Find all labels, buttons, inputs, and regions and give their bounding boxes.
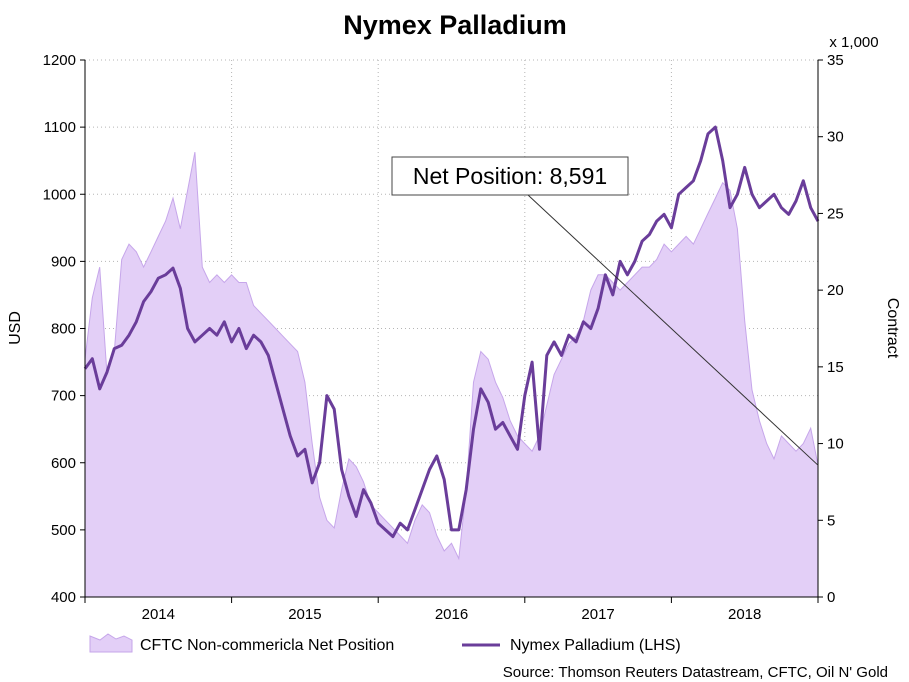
palladium-price-line <box>83 125 820 539</box>
left-axis-label: USD <box>7 311 24 345</box>
legend-label-net-position: CFTC Non-commericla Net Position <box>140 637 394 654</box>
left-tick-label: 700 <box>51 388 76 405</box>
annotation-pointer <box>527 194 819 466</box>
left-axis-ticks: 400 500 600 700 800 900 1000 1100 1200 <box>43 52 85 606</box>
right-axis-unit: x 1,000 <box>829 34 878 51</box>
legend-label-palladium: Nymex Palladium (LHS) <box>510 637 681 654</box>
net-position-area <box>84 152 819 598</box>
left-tick-label: 600 <box>51 455 76 472</box>
palladium-line-layer <box>83 125 820 539</box>
right-tick-label: 35 <box>827 52 844 69</box>
legend: CFTC Non-commericla Net Position Nymex P… <box>89 633 681 654</box>
right-tick-label: 15 <box>827 359 844 376</box>
right-tick-label: 20 <box>827 282 844 299</box>
source-note: Source: Thomson Reuters Datastream, CFTC… <box>503 664 888 681</box>
x-tick-label: 2018 <box>728 606 761 623</box>
right-tick-label: 25 <box>827 205 844 222</box>
x-tick-label: 2017 <box>581 606 614 623</box>
legend-item-net-position: CFTC Non-commericla Net Position <box>89 633 394 654</box>
right-tick-label: 5 <box>827 512 835 529</box>
right-tick-label: 0 <box>827 589 835 606</box>
right-axis-ticks: 0 5 10 15 20 25 30 35 <box>818 52 844 606</box>
x-tick-label: 2015 <box>288 606 321 623</box>
left-tick-label: 800 <box>51 321 76 338</box>
annotation: Net Position: 8,591 <box>391 156 819 466</box>
left-tick-label: 400 <box>51 589 76 606</box>
x-axis-ticks: 2014 2015 2016 2017 2018 <box>84 597 819 623</box>
left-tick-label: 900 <box>51 253 76 270</box>
right-axis-label: Contract <box>884 298 901 359</box>
left-tick-label: 1000 <box>43 186 76 203</box>
annotation-label: Net Position: 8,591 <box>413 163 607 189</box>
left-tick-label: 1100 <box>44 119 76 136</box>
legend-swatch-area <box>89 633 133 653</box>
x-tick-label: 2014 <box>142 606 175 623</box>
right-tick-label: 10 <box>827 436 844 453</box>
legend-item-palladium: Nymex Palladium (LHS) <box>462 637 681 654</box>
right-tick-label: 30 <box>827 129 844 146</box>
annotation-box <box>391 156 629 196</box>
left-tick-label: 1200 <box>43 52 76 69</box>
x-tick-label: 2016 <box>435 606 468 623</box>
left-tick-label: 500 <box>51 522 76 539</box>
net-position-area-layer <box>84 152 819 598</box>
chart-title: Nymex Palladium <box>343 10 567 40</box>
